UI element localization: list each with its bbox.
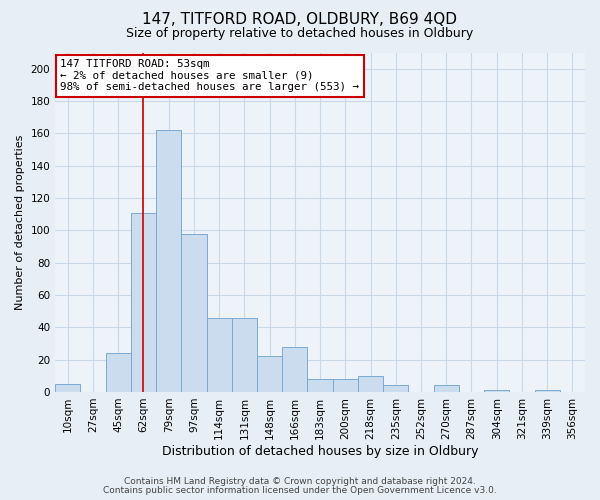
Text: 147 TITFORD ROAD: 53sqm
← 2% of detached houses are smaller (9)
98% of semi-deta: 147 TITFORD ROAD: 53sqm ← 2% of detached… xyxy=(61,60,359,92)
Bar xyxy=(383,386,409,392)
Text: Contains public sector information licensed under the Open Government Licence v3: Contains public sector information licen… xyxy=(103,486,497,495)
Bar xyxy=(332,379,358,392)
Bar xyxy=(257,356,282,392)
Bar xyxy=(55,384,80,392)
Bar xyxy=(535,390,560,392)
X-axis label: Distribution of detached houses by size in Oldbury: Distribution of detached houses by size … xyxy=(162,444,478,458)
Bar xyxy=(181,234,206,392)
Text: Size of property relative to detached houses in Oldbury: Size of property relative to detached ho… xyxy=(127,28,473,40)
Text: Contains HM Land Registry data © Crown copyright and database right 2024.: Contains HM Land Registry data © Crown c… xyxy=(124,477,476,486)
Bar xyxy=(484,390,509,392)
Bar xyxy=(232,318,257,392)
Bar xyxy=(206,318,232,392)
Bar xyxy=(434,386,459,392)
Bar xyxy=(282,346,307,392)
Text: 147, TITFORD ROAD, OLDBURY, B69 4QD: 147, TITFORD ROAD, OLDBURY, B69 4QD xyxy=(143,12,458,28)
Bar xyxy=(106,353,131,392)
Bar xyxy=(358,376,383,392)
Bar xyxy=(131,212,156,392)
Bar xyxy=(156,130,181,392)
Y-axis label: Number of detached properties: Number of detached properties xyxy=(15,134,25,310)
Bar xyxy=(307,379,332,392)
